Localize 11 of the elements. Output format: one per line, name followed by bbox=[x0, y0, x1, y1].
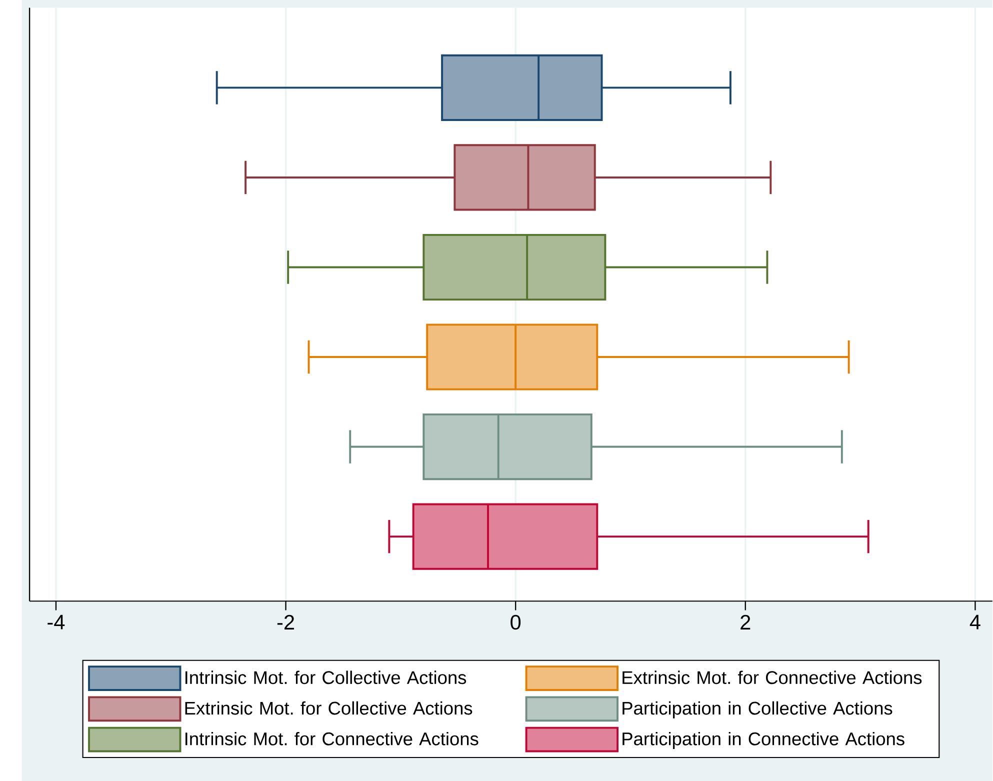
x-tick-label: 2 bbox=[740, 614, 750, 630]
x-tick-label: -4 bbox=[48, 614, 65, 630]
x-tick-label: 4 bbox=[970, 614, 980, 630]
x-tick-label: -2 bbox=[277, 614, 294, 630]
legend-label: Extrinsic Mot. for Connective Actions bbox=[622, 670, 922, 684]
x-tick-label: 0 bbox=[510, 614, 521, 630]
legend-label: Extrinsic Mot. for Collective Actions bbox=[185, 701, 472, 715]
legend-label: Intrinsic Mot. for Connective Actions bbox=[186, 732, 478, 746]
legend-label: Participation in Connective Actions bbox=[622, 732, 904, 749]
legend-label: Participation in Collective Actions bbox=[622, 701, 892, 718]
legend-label: Intrinsic Mot. for Collective Actions bbox=[186, 670, 466, 684]
